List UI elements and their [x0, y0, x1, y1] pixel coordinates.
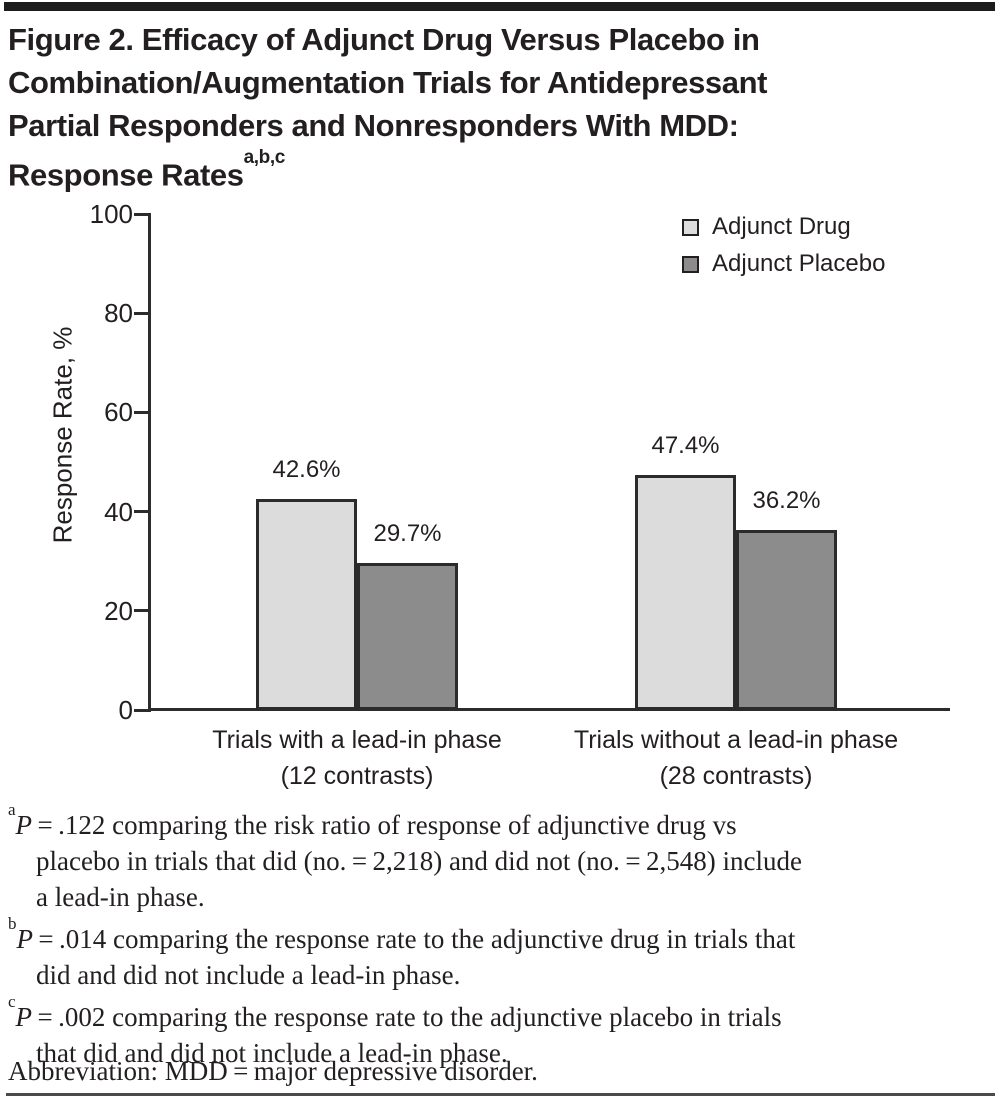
footnote-line: cP = .002 comparing the response rate to… [8, 992, 993, 1035]
bar-value-label: 47.4% [651, 432, 720, 459]
x-category-sub-text: (28 contrasts) [659, 762, 813, 790]
y-tick-label: 20 [104, 595, 133, 626]
p-value-symbol: P [15, 1002, 33, 1032]
bar-adjunct-drug-group-1 [256, 499, 357, 710]
x-category-label-text: Trials with a lead-in phase [212, 726, 502, 754]
legend-swatch-adjunct-drug [682, 218, 699, 236]
y-tick [134, 410, 148, 414]
title-line: Partial Responders and Nonresponders Wit… [8, 108, 739, 143]
legend: Adjunct Drug Adjunct Placebo [682, 213, 885, 287]
legend-item-adjunct-placebo: Adjunct Placebo [682, 250, 885, 278]
p-value-symbol: P [15, 810, 33, 840]
bar-adjunct-placebo-group-2 [736, 530, 837, 710]
abbreviation-line: Abbreviation: MDD = major depressive dis… [8, 1056, 538, 1086]
footnote-text: = .122 comparing the risk ratio of respo… [32, 810, 737, 840]
x-axis-line [148, 708, 950, 711]
p-value-symbol: P [16, 924, 34, 954]
footnotes: aP = .122 comparing the risk ratio of re… [8, 800, 993, 1071]
footnote-line: placebo in trials that did (no. = 2,218)… [36, 846, 802, 876]
footnote-a: aP = .122 comparing the risk ratio of re… [8, 800, 993, 915]
bar-chart: Response Rate, % 0 20 40 60 80 100 42.6% 47.4% 2… [0, 199, 1001, 800]
legend-label: Adjunct Drug [712, 213, 851, 240]
y-tick [134, 311, 148, 315]
footnote-text: = .014 comparing the response rate to th… [33, 924, 796, 954]
footnote-b: bP = .014 comparing the response rate to… [8, 914, 993, 993]
y-tick [134, 708, 148, 712]
title-line: Figure 2. Efficacy of Adjunct Drug Versu… [8, 22, 760, 57]
bar-adjunct-drug-group-2 [635, 475, 736, 710]
bottom-rule [6, 1093, 995, 1096]
footnote-text: = .002 comparing the response rate to th… [32, 1002, 782, 1032]
footnote-line: a lead-in phase. [36, 882, 205, 912]
title-line: Response Ratesa,b,c [8, 147, 993, 196]
y-tick [134, 510, 148, 514]
y-tick-label: 80 [104, 298, 133, 329]
y-axis-line [148, 212, 151, 712]
footnote-line: bP = .014 comparing the response rate to… [8, 914, 993, 957]
bar-value-label: 36.2% [752, 487, 821, 514]
y-tick-label: 60 [104, 397, 133, 428]
legend-swatch-adjunct-placebo [682, 255, 699, 273]
bar-value-label: 42.6% [272, 456, 341, 483]
title-line: Combination/Augmentation Trials for Anti… [8, 65, 768, 100]
x-category-label: Trials without a lead-in phase (28 contra… [574, 722, 898, 794]
x-category-label-text: Trials without a lead-in phase [573, 726, 899, 754]
legend-label: Adjunct Placebo [712, 250, 886, 277]
title-line-text: Response Rates [8, 157, 244, 193]
legend-item-adjunct-drug: Adjunct Drug [682, 213, 885, 241]
footnote-marker: b [8, 914, 17, 933]
title-superscript: a,b,c [243, 147, 286, 168]
bar-value-label: 29.7% [373, 520, 442, 547]
footnote-marker: c [8, 992, 16, 1011]
y-tick [134, 212, 148, 216]
footnote-line: that did and did not include a lead-in p… [36, 1038, 508, 1068]
x-category-label: Trials with a lead-in phase (12 contrasts… [212, 722, 502, 794]
footnote-marker: a [8, 800, 16, 819]
footnote-line: aP = .122 comparing the risk ratio of re… [8, 800, 993, 843]
bar-adjunct-placebo-group-1 [357, 563, 458, 710]
figure-title: Figure 2. Efficacy of Adjunct Drug Versu… [8, 18, 993, 196]
y-tick-label: 100 [89, 199, 133, 229]
footnote-c: cP = .002 comparing the response rate to… [8, 992, 993, 1071]
y-tick-label: 0 [118, 695, 133, 725]
y-tick-label: 40 [104, 496, 133, 527]
y-tick [134, 609, 148, 613]
top-rule [4, 2, 995, 11]
x-category-sub-text: (12 contrasts) [280, 762, 434, 790]
footnote-line: did and did not include a lead-in phase. [36, 960, 461, 990]
